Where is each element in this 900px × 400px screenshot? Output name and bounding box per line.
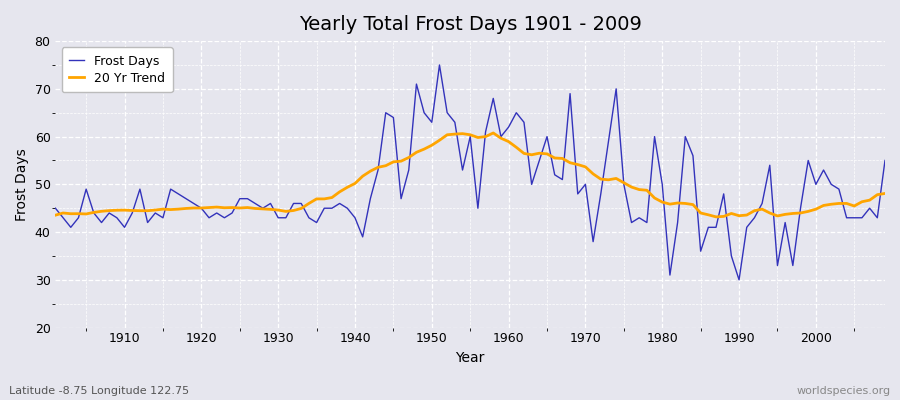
20 Yr Trend [503,139,514,144]
20 Yr Trend [281,209,292,214]
20 Yr Trend [879,191,890,196]
X-axis label: Year: Year [455,351,485,365]
Legend: Frost Days, 20 Yr Trend: Frost Days, 20 Yr Trend [62,47,173,92]
Text: worldspecies.org: worldspecies.org [796,386,891,396]
20 Yr Trend [488,130,499,135]
Frost Days [879,158,890,163]
Frost Days [434,62,445,67]
Text: Latitude -8.75 Longitude 122.75: Latitude -8.75 Longitude 122.75 [9,386,189,396]
Frost Days [511,110,522,115]
Frost Days [281,215,292,220]
Frost Days [50,206,61,211]
20 Yr Trend [603,178,614,182]
20 Yr Trend [50,213,61,218]
Y-axis label: Frost Days: Frost Days [15,148,29,221]
Frost Days [603,139,614,144]
20 Yr Trend [711,214,722,219]
Frost Days [327,206,338,211]
Line: 20 Yr Trend: 20 Yr Trend [56,133,885,217]
Frost Days [112,215,122,220]
20 Yr Trend [327,195,338,200]
Title: Yearly Total Frost Days 1901 - 2009: Yearly Total Frost Days 1901 - 2009 [299,15,642,34]
20 Yr Trend [112,208,122,213]
Line: Frost Days: Frost Days [56,65,885,280]
20 Yr Trend [511,145,522,150]
Frost Days [734,278,744,282]
Frost Days [503,125,514,130]
